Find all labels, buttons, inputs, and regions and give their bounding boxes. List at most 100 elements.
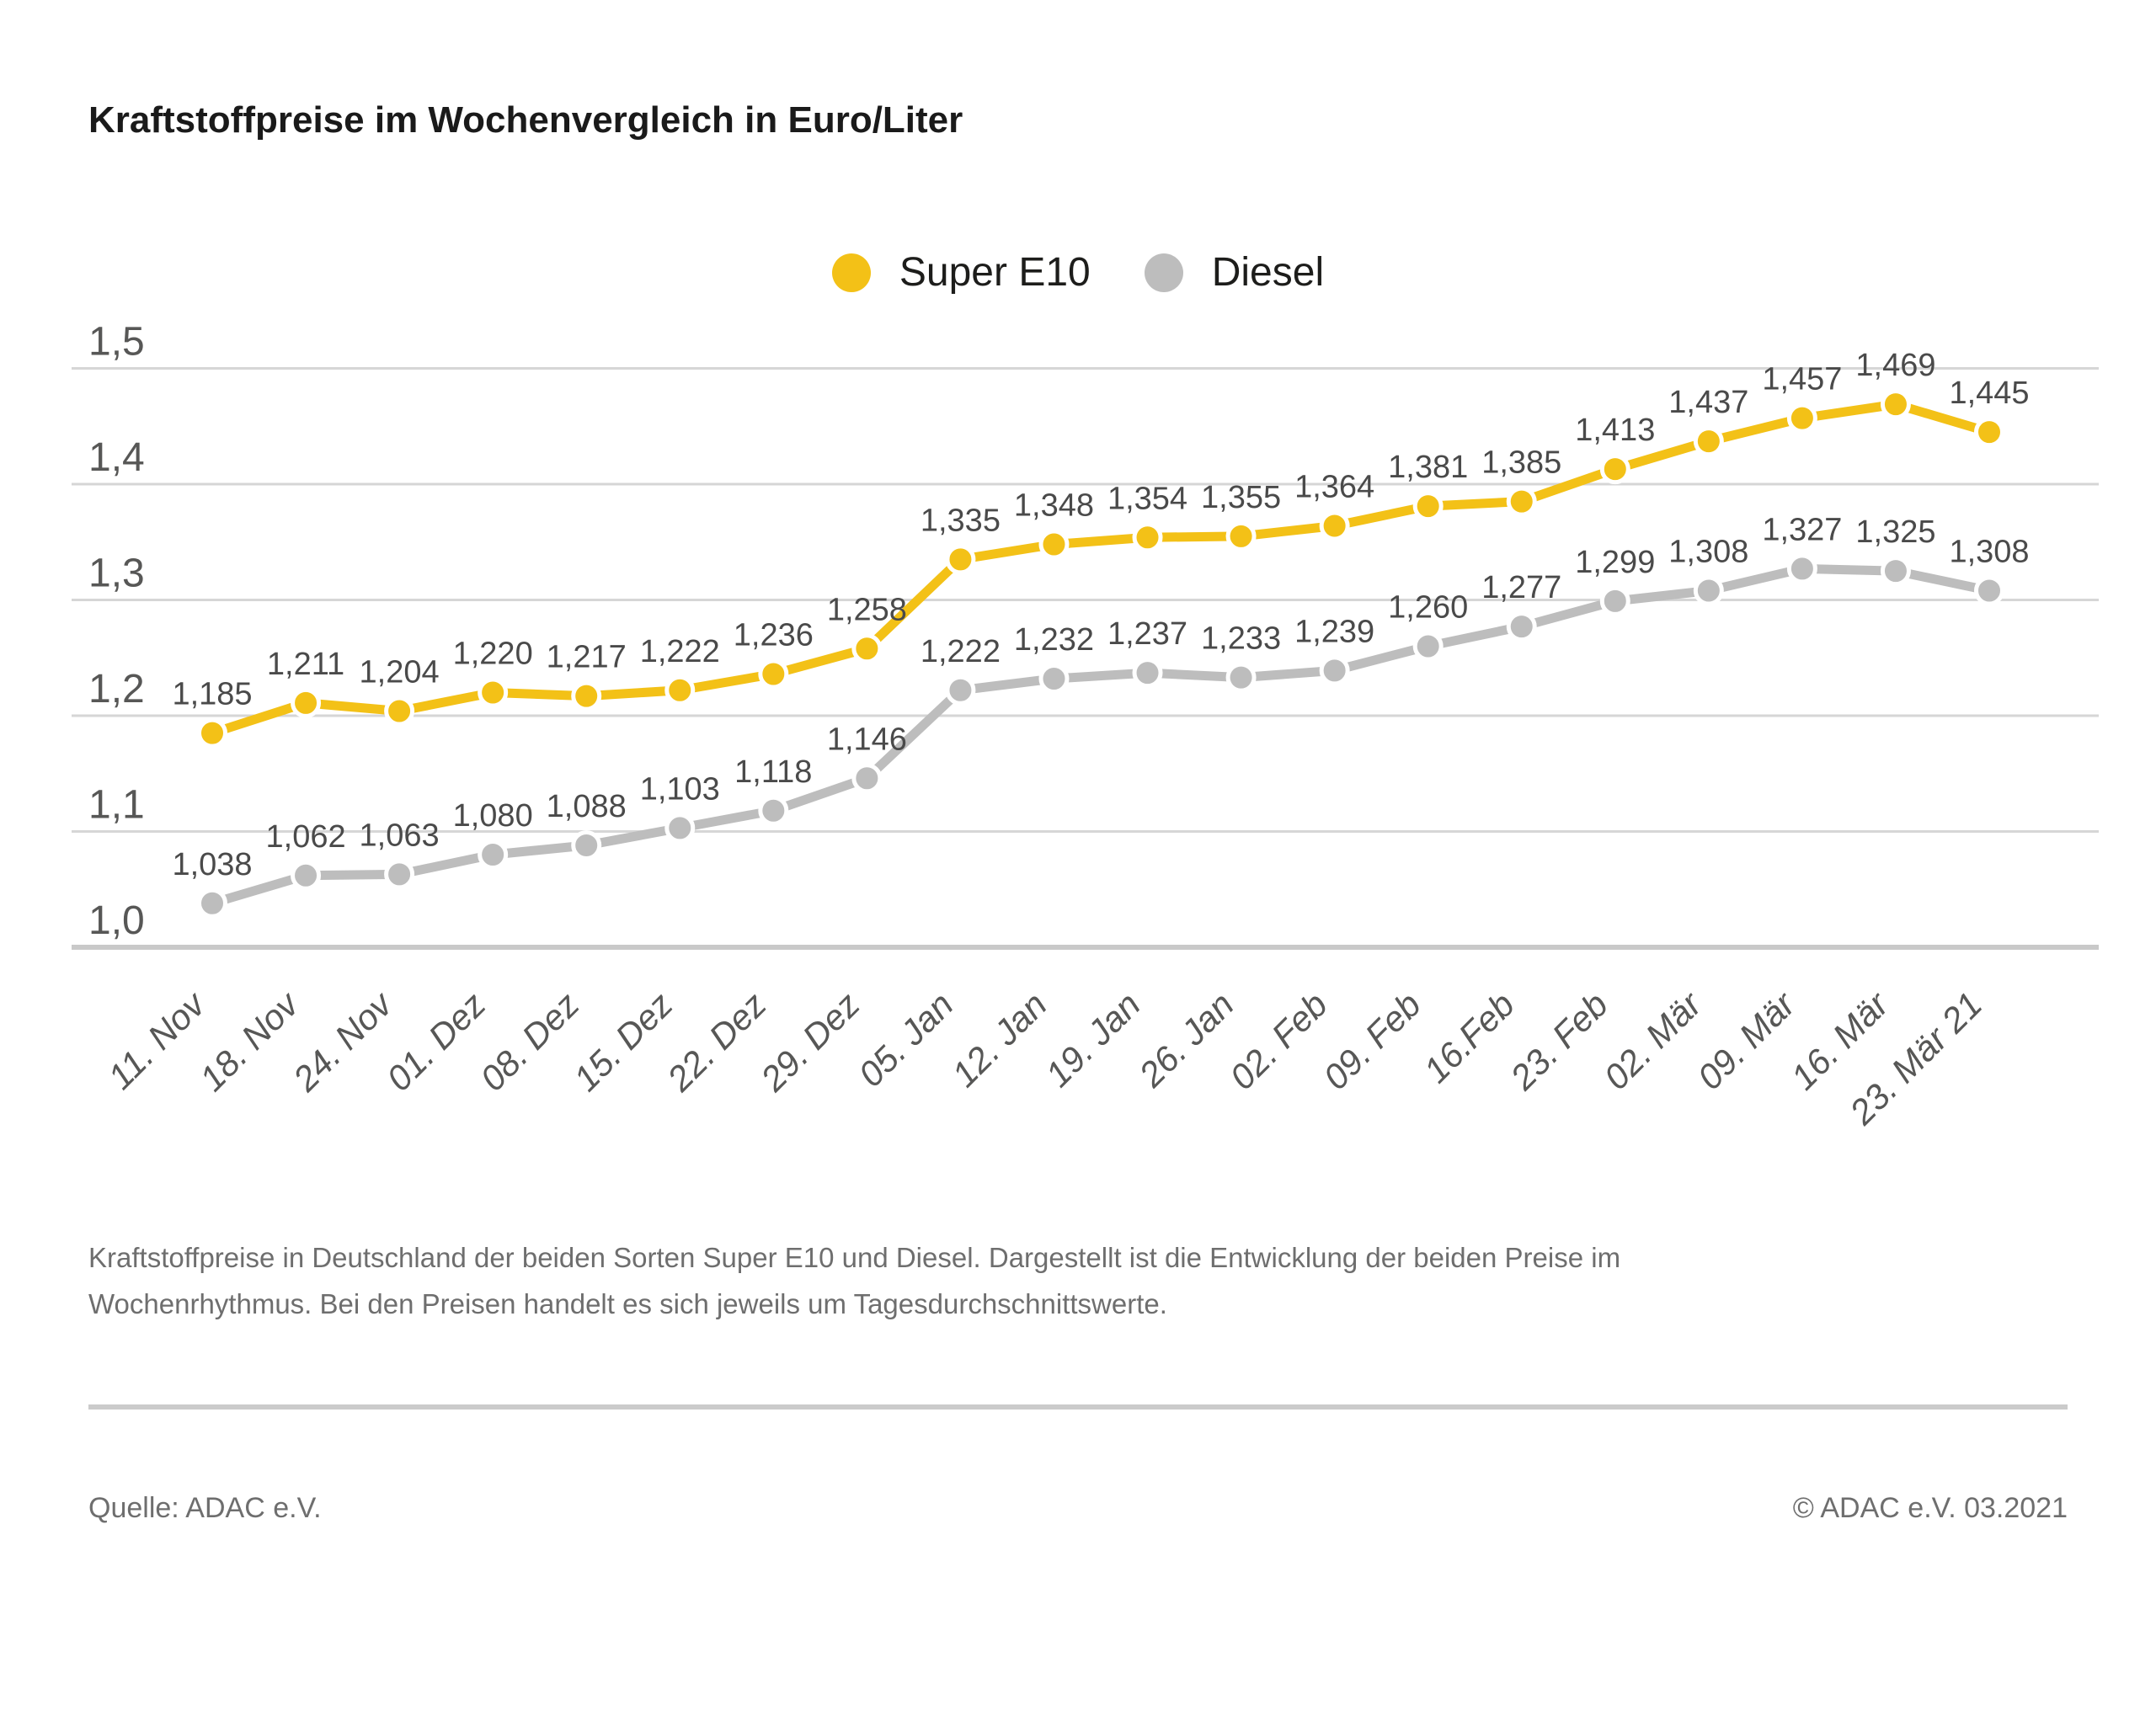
data-point-super-e10 bbox=[945, 544, 976, 575]
y-axis-tick-label: 1,4 bbox=[88, 435, 145, 480]
data-point-label-super-e10: 1,335 bbox=[921, 503, 1001, 538]
data-point-label-diesel: 1,325 bbox=[1855, 514, 1935, 550]
data-point-diesel bbox=[1786, 553, 1817, 584]
x-axis-tick-label: 29. Dez bbox=[752, 984, 867, 1099]
data-point-label-diesel: 1,237 bbox=[1107, 616, 1187, 652]
y-axis-tick-label: 1,5 bbox=[88, 320, 145, 365]
data-point-label-diesel: 1,103 bbox=[640, 771, 720, 807]
legend-item-diesel: Diesel bbox=[1144, 249, 1325, 296]
legend-dot-diesel-icon bbox=[1144, 253, 1183, 292]
data-point-diesel bbox=[1319, 655, 1350, 686]
series-line-super-e10 bbox=[211, 399, 1991, 738]
x-axis-tick-label: 19. Jan bbox=[1038, 984, 1148, 1095]
data-point-diesel bbox=[571, 830, 602, 861]
x-axis-tick-label: 16.Feb bbox=[1416, 984, 1522, 1090]
y-axis-tick-label: 1,3 bbox=[88, 552, 145, 596]
chart-legend: Super E10 Diesel bbox=[0, 249, 2156, 296]
x-axis-tick-label: 12. Jan bbox=[944, 984, 1054, 1095]
x-axis-tick-label: 09. Feb bbox=[1315, 984, 1428, 1097]
data-point-super-e10 bbox=[1319, 510, 1350, 541]
legend-label-diesel: Diesel bbox=[1211, 250, 1325, 295]
data-point-diesel bbox=[1880, 556, 1911, 587]
series-line-diesel bbox=[211, 563, 1991, 909]
x-axis-tick-label: 24. Nov bbox=[285, 983, 401, 1099]
data-point-label-super-e10: 1,437 bbox=[1668, 385, 1748, 420]
data-point-diesel bbox=[1225, 662, 1257, 693]
gridlines: 1,5 1,4 1,3 1,2 1,1 1,0 bbox=[72, 320, 2099, 950]
data-point-label-diesel: 1,308 bbox=[1668, 535, 1748, 570]
data-point-label-super-e10: 1,354 bbox=[1107, 481, 1187, 516]
data-point-label-diesel: 1,146 bbox=[827, 722, 907, 757]
data-point-super-e10 bbox=[1880, 389, 1911, 420]
x-axis-tick-label: 22. Dez bbox=[659, 984, 773, 1099]
x-axis-tick-label: 02. Mär bbox=[1596, 983, 1710, 1097]
data-point-label-diesel: 1,299 bbox=[1575, 545, 1655, 580]
data-point-diesel bbox=[1599, 585, 1630, 616]
data-point-super-e10 bbox=[1599, 454, 1630, 485]
legend-label-super-e10: Super E10 bbox=[899, 250, 1091, 295]
data-point-label-super-e10: 1,185 bbox=[172, 677, 252, 712]
data-point-super-e10 bbox=[291, 687, 322, 718]
data-point-label-diesel: 1,080 bbox=[453, 798, 533, 834]
data-point-diesel bbox=[1412, 631, 1444, 662]
data-point-label-diesel: 1,038 bbox=[172, 847, 252, 882]
data-point-label-super-e10: 1,445 bbox=[1949, 376, 2029, 411]
data-point-super-e10 bbox=[758, 658, 789, 690]
data-point-label-super-e10: 1,258 bbox=[827, 592, 907, 627]
series-super-e10: 1,185 1,211 1,204 1,220 1,217 1,222 1,236 1,258… bbox=[172, 348, 2030, 749]
y-axis-tick-label: 1,0 bbox=[88, 898, 145, 943]
x-axis-tick-label: 11. Nov bbox=[100, 983, 215, 1097]
data-point-super-e10 bbox=[851, 633, 883, 664]
data-point-diesel bbox=[1038, 663, 1070, 694]
data-point-label-super-e10: 1,204 bbox=[360, 655, 440, 690]
data-point-label-diesel: 1,222 bbox=[921, 634, 1001, 669]
y-axis-tick-label: 1,1 bbox=[88, 783, 145, 828]
data-point-label-diesel: 1,062 bbox=[266, 819, 346, 855]
x-axis-tick-label: 23. Feb bbox=[1502, 984, 1615, 1098]
data-point-label-diesel: 1,063 bbox=[360, 818, 440, 853]
data-point-super-e10 bbox=[1038, 529, 1070, 560]
data-point-label-super-e10: 1,381 bbox=[1388, 450, 1468, 485]
x-axis-tick-label: 08. Dez bbox=[472, 984, 587, 1099]
data-point-label-diesel: 1,233 bbox=[1201, 621, 1281, 657]
data-point-label-super-e10: 1,355 bbox=[1201, 480, 1281, 515]
data-point-diesel bbox=[758, 795, 789, 826]
data-point-diesel bbox=[1693, 575, 1724, 606]
data-point-diesel bbox=[945, 674, 976, 706]
x-axis-tick-label: 26. Jan bbox=[1131, 984, 1241, 1095]
legend-dot-super-e10-icon bbox=[831, 253, 871, 292]
data-point-label-super-e10: 1,348 bbox=[1014, 488, 1094, 524]
data-point-super-e10 bbox=[1974, 417, 2004, 448]
x-axis-tick-label: 15. Dez bbox=[566, 984, 680, 1099]
data-point-super-e10 bbox=[1132, 522, 1163, 553]
data-point-label-diesel: 1,327 bbox=[1762, 512, 1842, 547]
x-axis-tick-label: 18. Nov bbox=[192, 983, 308, 1099]
data-point-diesel bbox=[384, 859, 415, 890]
data-point-label-super-e10: 1,457 bbox=[1762, 362, 1842, 397]
data-point-diesel bbox=[851, 763, 883, 794]
data-point-label-super-e10: 1,236 bbox=[734, 618, 814, 653]
page-title: Kraftstoffpreise im Wochenvergleich in E… bbox=[88, 99, 963, 141]
data-point-super-e10 bbox=[197, 717, 227, 749]
y-axis-tick-label: 1,2 bbox=[88, 667, 145, 711]
data-point-label-super-e10: 1,217 bbox=[547, 640, 627, 675]
data-point-label-diesel: 1,118 bbox=[734, 754, 812, 790]
data-point-label-diesel: 1,260 bbox=[1388, 590, 1468, 626]
data-point-label-super-e10: 1,469 bbox=[1855, 348, 1935, 383]
footer: Quelle: ADAC e.V. © ADAC e.V. 03.2021 bbox=[88, 1492, 2068, 1525]
data-point-super-e10 bbox=[384, 695, 415, 727]
data-point-label-super-e10: 1,211 bbox=[267, 647, 344, 682]
copyright-label: © ADAC e.V. 03.2021 bbox=[1792, 1492, 2068, 1524]
source-label: Quelle: ADAC e.V. bbox=[88, 1492, 322, 1524]
x-axis-tick-label: 09. Mär bbox=[1689, 983, 1803, 1097]
x-axis-tick-label: 05. Jan bbox=[851, 984, 961, 1095]
data-point-super-e10 bbox=[478, 677, 509, 708]
data-point-label-super-e10: 1,222 bbox=[640, 634, 720, 669]
data-point-label-diesel: 1,232 bbox=[1014, 622, 1094, 658]
data-point-super-e10 bbox=[1506, 486, 1537, 517]
data-point-label-super-e10: 1,364 bbox=[1294, 470, 1374, 505]
data-point-diesel bbox=[1132, 658, 1163, 689]
divider bbox=[88, 1404, 2068, 1410]
data-point-super-e10 bbox=[1225, 520, 1257, 552]
data-point-label-diesel: 1,277 bbox=[1481, 570, 1561, 605]
